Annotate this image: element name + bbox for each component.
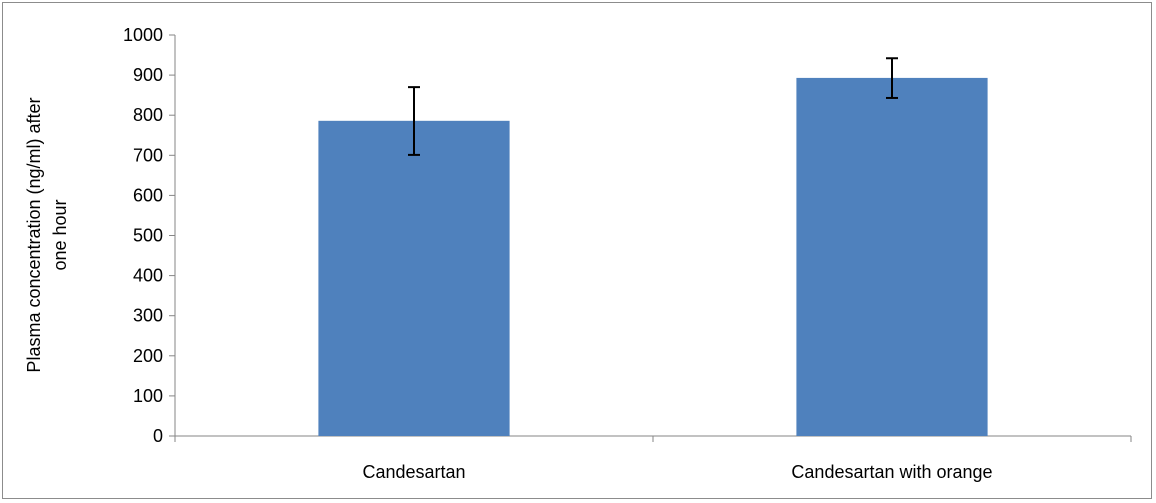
y-tick-label: 0: [153, 426, 163, 446]
x-tick-label: Candesartan with orange: [791, 462, 992, 482]
y-tick-label: 200: [133, 346, 163, 366]
bar: [318, 120, 510, 437]
y-ticks: 0 100 200 300 400 500 600 700 800 900 1000: [123, 25, 175, 446]
error-bars: [408, 57, 898, 156]
y-tick-label: 800: [133, 105, 163, 125]
y-tick-label: 500: [133, 226, 163, 246]
x-tick-label: Candesartan: [362, 462, 465, 482]
y-tick-label: 1000: [123, 25, 163, 45]
y-tick-label: 600: [133, 185, 163, 205]
bars: [318, 77, 988, 437]
y-tick-label: 300: [133, 306, 163, 326]
y-tick-label: 900: [133, 65, 163, 85]
y-tick-label: 700: [133, 145, 163, 165]
y-axis-title: Plasma concentration (ng/ml) after one h…: [24, 97, 70, 372]
x-tick-labels: Candesartan Candesartan with orange: [362, 462, 992, 482]
y-axis-title-line-2: one hour: [50, 199, 70, 270]
y-tick-label: 100: [133, 386, 163, 406]
y-tick-label: 400: [133, 266, 163, 286]
y-axis-title-line-1: Plasma concentration (ng/ml) after: [24, 97, 44, 372]
bar: [796, 77, 988, 437]
